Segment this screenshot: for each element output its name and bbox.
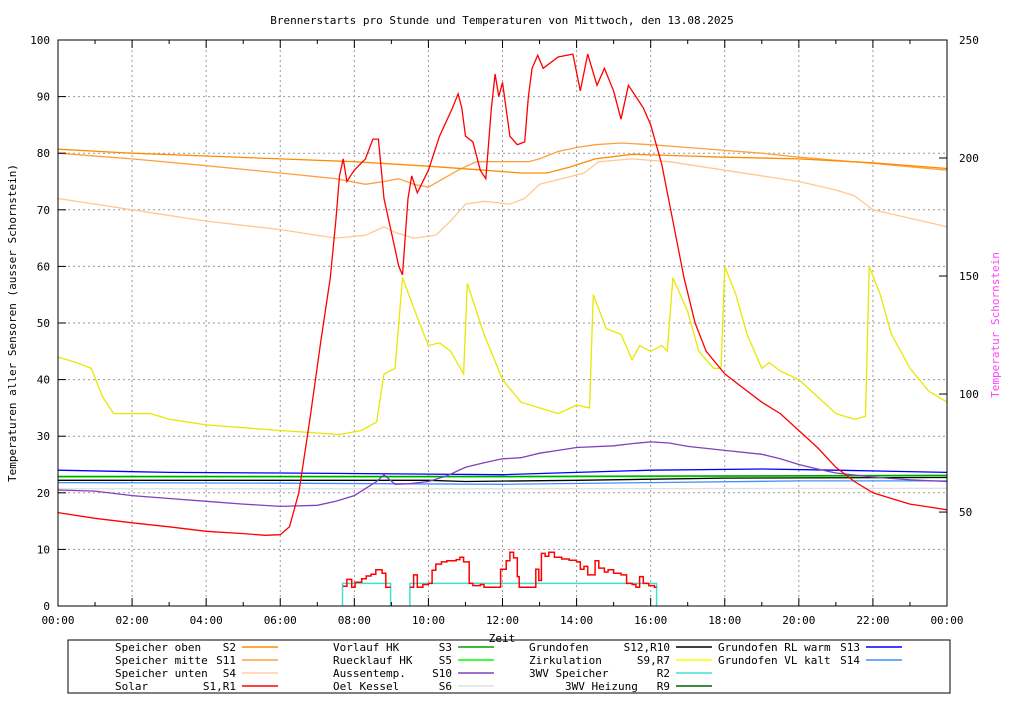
legend-code: S14 [840, 654, 860, 667]
x-tick-label: 10:00 [412, 614, 445, 627]
axes: 00:00 02:00 04:00 06:00 08:00 10:00 12:00 14:00… [30, 34, 979, 627]
x-tick-label: 02:00 [116, 614, 149, 627]
y-tick-label: 100 [30, 34, 50, 47]
x-tick-label: 08:00 [338, 614, 371, 627]
legend-item: Speicher unten S4 [115, 667, 278, 680]
legend-label: Oel Kessel [333, 680, 399, 693]
legend-code: S4 [223, 667, 237, 680]
legend-label: Solar [115, 680, 148, 693]
x-tick-label: 18:00 [708, 614, 741, 627]
y-tick-label: 0 [43, 600, 50, 613]
y-tick-label: 70 [37, 204, 50, 217]
legend-item: 3WV Speicher R2 [529, 667, 712, 680]
legend-item: Solar S1,R1 [115, 680, 278, 693]
legend-item: Vorlauf HK S3 [333, 641, 494, 654]
legend-code: S2 [223, 641, 236, 654]
legend-label: Speicher mitte [115, 654, 208, 667]
y2-tick-label: 100 [959, 388, 979, 401]
legend-code: S1,R1 [203, 680, 236, 693]
legend-item: Speicher oben S2 [115, 641, 278, 654]
legend-label: Grundofen VL kalt [718, 654, 831, 667]
y-tick-label: 20 [37, 487, 50, 500]
x-tick-label: 00:00 [930, 614, 963, 627]
y-axis-label: Temperaturen aller Sensoren (ausser Scho… [6, 164, 19, 482]
legend-code: S9,R7 [637, 654, 670, 667]
y2-tick-label: 200 [959, 152, 979, 165]
legend-label: Vorlauf HK [333, 641, 400, 654]
relay-step-3wv-speicher-r2 [341, 582, 392, 606]
chart-title: Brennerstarts pro Stunde und Temperature… [270, 14, 734, 27]
x-tick-label: 04:00 [190, 614, 223, 627]
legend-label: 3WV Heizung [565, 680, 638, 693]
legend-label: Ruecklauf HK [333, 654, 413, 667]
y2-tick-label: 50 [959, 506, 972, 519]
y-tick-label: 30 [37, 430, 50, 443]
series-line-aussentemp-s10 [57, 441, 948, 508]
legend-code: R9 [657, 680, 670, 693]
y-tick-label: 50 [37, 317, 50, 330]
series-line-speicher-oben-s2 [57, 148, 948, 174]
series-line-solar-s1 [57, 53, 948, 536]
legend-label: Speicher unten [115, 667, 208, 680]
x-tick-label: 12:00 [486, 614, 519, 627]
y2-tick-label: 250 [959, 34, 979, 47]
legend-code: R2 [657, 667, 670, 680]
x-tick-label: 06:00 [264, 614, 297, 627]
legend-item: Ruecklauf HK S5 [333, 654, 494, 667]
legend-code: S5 [439, 654, 452, 667]
legend-item: Grundofen RL warm S13 [718, 641, 902, 654]
x-tick-label: 20:00 [782, 614, 815, 627]
series-line-vorlauf-hk-s3 [58, 474, 948, 478]
legend-item: Grundofen S12,R10 [529, 641, 712, 654]
x-tick-label: 16:00 [634, 614, 667, 627]
y-tick-label: 40 [37, 374, 50, 387]
series-line-grundofen-rl-warm-s13 [57, 468, 948, 476]
legend-code: S3 [439, 641, 452, 654]
x-axis-label: Zeit [489, 632, 516, 645]
legend-code: S13 [840, 641, 860, 654]
legend-item: Zirkulation S9,R7 [529, 654, 712, 667]
series-line-zirkulation-s9 [57, 266, 948, 436]
y-tick-label: 60 [37, 260, 50, 273]
legend-item: Oel Kessel S6 [333, 680, 494, 693]
x-tick-label: 22:00 [856, 614, 889, 627]
y-tick-label: 10 [37, 543, 50, 556]
legend-code: S12,R10 [624, 641, 670, 654]
grid [58, 40, 947, 606]
series-line-speicher-unten-s4 [57, 158, 948, 239]
legend-label: Aussentemp. [333, 667, 406, 680]
legend-box [67, 639, 951, 694]
legend-code: S10 [432, 667, 452, 680]
y-tick-label: 90 [37, 91, 50, 104]
legend-label: Grundofen RL warm [718, 641, 831, 654]
series-group [57, 53, 948, 606]
y2-axis-label: Temperatur Schornstein [989, 252, 1002, 398]
legend-label: 3WV Speicher [529, 667, 609, 680]
y2-tick-label: 150 [959, 270, 979, 283]
legend-label: Speicher oben [115, 641, 201, 654]
legend-item: Speicher mitte S11 [115, 654, 278, 667]
legend-item: Aussentemp. S10 [333, 667, 494, 680]
relay-step-solar-r1 [342, 569, 391, 589]
series-line-speicher-mitte-s11 [57, 142, 948, 188]
series-line-grundofen-vl-kalt-s14 [57, 480, 947, 485]
relay-step-3wv-speicher-r2 [409, 582, 658, 606]
y-tick-label: 80 [37, 147, 50, 160]
x-tick-label: 14:00 [560, 614, 593, 627]
x-tick-label: 00:00 [41, 614, 74, 627]
relay-step-solar-r1 [409, 551, 657, 589]
legend-label: Zirkulation [529, 654, 602, 667]
legend-code: S6 [439, 680, 452, 693]
legend-code: S11 [216, 654, 236, 667]
legend-item: 3WV Heizung R9 [565, 680, 712, 693]
legend-item: Grundofen VL kalt S14 [718, 654, 902, 667]
legend-label: Grundofen [529, 641, 589, 654]
series-line-grundofen-s12 [58, 476, 948, 483]
series-line-oel-kessel-s6 [58, 487, 948, 490]
